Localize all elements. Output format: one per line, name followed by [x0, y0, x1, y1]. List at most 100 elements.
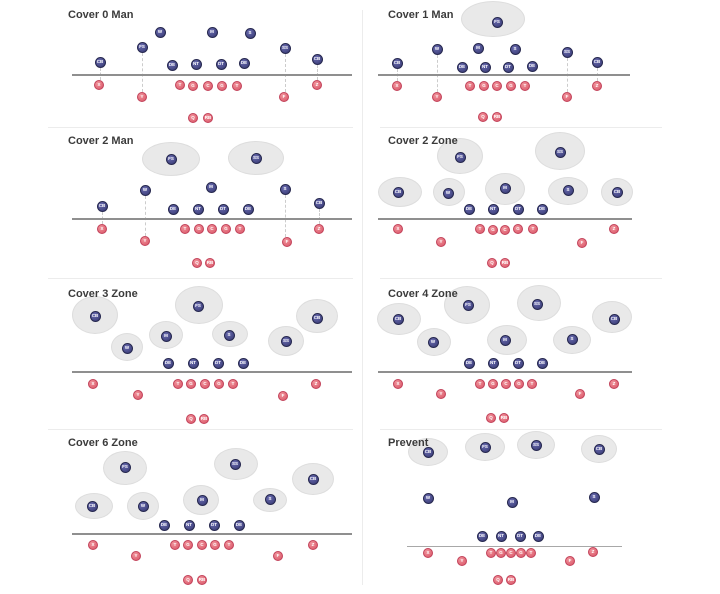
offense-t: T — [527, 379, 537, 389]
offense-x: X — [423, 548, 433, 558]
offense-t: T — [486, 548, 496, 558]
man-coverage-line — [145, 196, 146, 236]
offense-y: Y — [432, 92, 442, 102]
defender-de: DE — [166, 59, 178, 71]
offense-g: G — [513, 224, 523, 234]
panel-title-cover-4-zone: Cover 4 Zone — [388, 288, 458, 300]
offense-q: Q — [486, 413, 496, 423]
offense-g: G — [194, 224, 204, 234]
offense-z: Z — [314, 224, 324, 234]
defender-dt: DT — [212, 357, 224, 369]
offense-t: T — [526, 548, 536, 558]
defender-de: DE — [463, 203, 475, 215]
offense-x: X — [94, 80, 104, 90]
offense-g: G — [488, 225, 498, 235]
man-coverage-line — [319, 209, 320, 224]
row-separator-line — [48, 429, 353, 430]
defender-fs: FS — [136, 41, 148, 53]
defender-ss: SS — [561, 46, 573, 58]
defender-s: S — [588, 491, 600, 503]
defender-ss: SS — [531, 298, 543, 310]
offense-q: Q — [188, 113, 198, 123]
defender-m: M — [499, 182, 511, 194]
offense-c: C — [203, 81, 213, 91]
offense-f: F — [565, 556, 575, 566]
defender-cb: CB — [96, 200, 108, 212]
defender-cb: CB — [89, 310, 101, 322]
defender-ss: SS — [250, 152, 262, 164]
offense-y: Y — [137, 92, 147, 102]
line-of-scrimmage — [407, 546, 622, 547]
offense-f: F — [562, 92, 572, 102]
offense-q: Q — [487, 258, 497, 268]
panel-title-cover-3-zone: Cover 3 Zone — [68, 288, 138, 300]
defender-s: S — [562, 184, 574, 196]
defender-de: DE — [463, 357, 475, 369]
offense-y: Y — [436, 389, 446, 399]
offense-c: C — [501, 379, 511, 389]
offense-q: Q — [186, 414, 196, 424]
offense-rb: RB — [506, 575, 516, 585]
defender-cb: CB — [94, 56, 106, 68]
defender-de: DE — [536, 203, 548, 215]
offense-x: X — [88, 540, 98, 550]
offense-x: X — [393, 224, 403, 234]
offense-x: X — [97, 224, 107, 234]
offense-y: Y — [133, 390, 143, 400]
defender-w: W — [422, 492, 434, 504]
defender-s: S — [279, 183, 291, 195]
defender-nt: NT — [192, 203, 204, 215]
defender-dt: DT — [217, 203, 229, 215]
offense-t: T — [180, 224, 190, 234]
panel-title-cover-2-man: Cover 2 Man — [68, 135, 134, 147]
defender-nt: NT — [183, 519, 195, 531]
defender-cb: CB — [608, 313, 620, 325]
offense-g: G — [479, 81, 489, 91]
offense-z: Z — [311, 379, 321, 389]
offense-g: G — [214, 379, 224, 389]
defender-s: S — [244, 27, 256, 39]
offense-z: Z — [308, 540, 318, 550]
offense-t: T — [235, 224, 245, 234]
defender-m: M — [160, 330, 172, 342]
defender-cb: CB — [392, 313, 404, 325]
defender-de: DE — [476, 530, 488, 542]
row-separator-line — [48, 278, 353, 279]
defender-ss: SS — [554, 146, 566, 158]
offense-rb: RB — [500, 258, 510, 268]
defender-dt: DT — [512, 357, 524, 369]
offense-y: Y — [436, 237, 446, 247]
offense-g: G — [188, 81, 198, 91]
offense-g: G — [496, 548, 506, 558]
offense-rb: RB — [492, 112, 502, 122]
offense-z: Z — [609, 224, 619, 234]
offense-q: Q — [478, 112, 488, 122]
defender-s: S — [509, 43, 521, 55]
offense-f: F — [279, 92, 289, 102]
offense-f: F — [575, 389, 585, 399]
defender-de: DE — [158, 519, 170, 531]
offense-x: X — [88, 379, 98, 389]
defender-fs: FS — [165, 153, 177, 165]
line-of-scrimmage — [378, 371, 632, 373]
offense-f: F — [278, 391, 288, 401]
line-of-scrimmage — [378, 74, 630, 76]
offense-t: T — [228, 379, 238, 389]
defender-cb: CB — [311, 53, 323, 65]
offense-f: F — [282, 237, 292, 247]
offense-g: G — [221, 224, 231, 234]
offense-g: G — [186, 379, 196, 389]
defender-fs: FS — [454, 151, 466, 163]
offense-c: C — [200, 379, 210, 389]
line-of-scrimmage — [378, 218, 632, 220]
offense-g: G — [217, 81, 227, 91]
defender-dt: DT — [514, 530, 526, 542]
defender-nt: NT — [487, 357, 499, 369]
defender-w: W — [427, 336, 439, 348]
offense-g: G — [516, 548, 526, 558]
panel-title-prevent: Prevent — [388, 437, 429, 449]
man-coverage-line — [142, 53, 143, 92]
defender-ss: SS — [279, 42, 291, 54]
row-separator-line — [48, 127, 353, 128]
offense-f: F — [273, 551, 283, 561]
